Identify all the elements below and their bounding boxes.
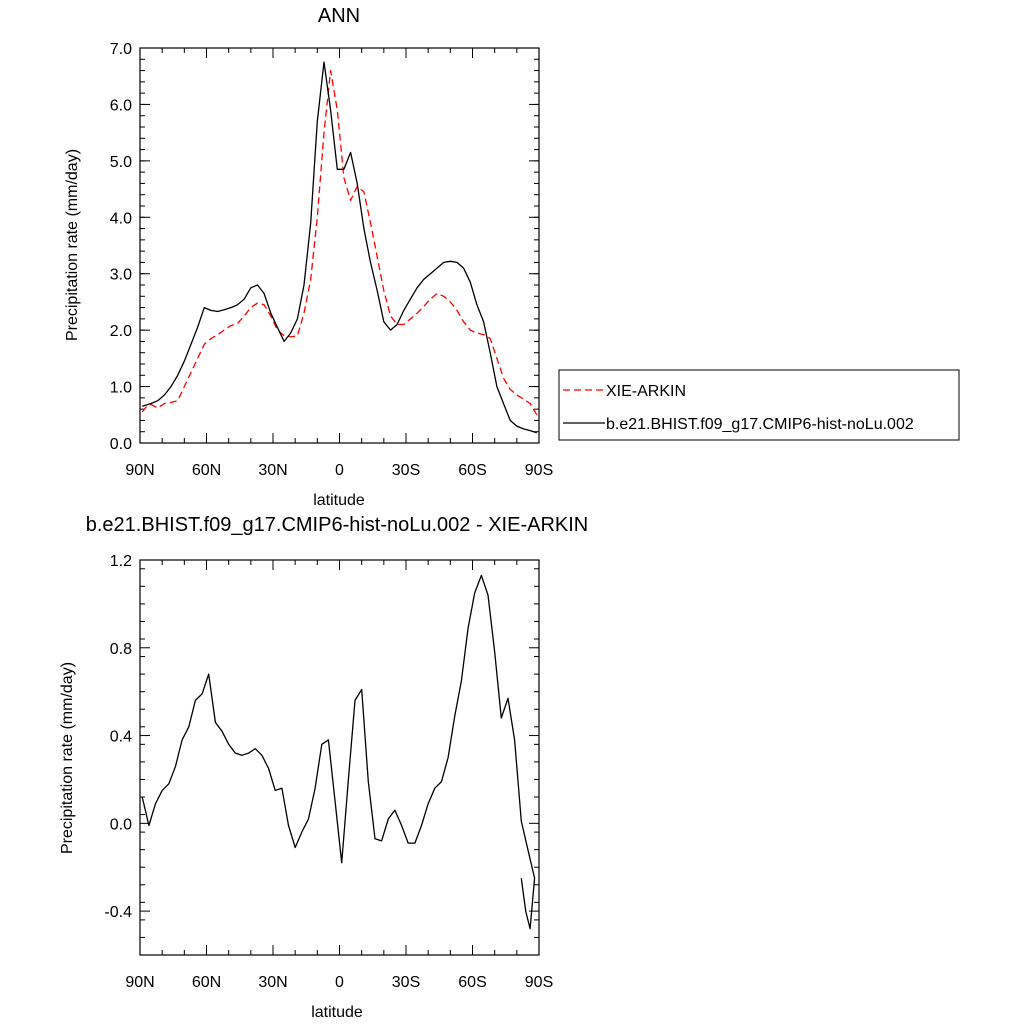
y-tick-label: 0.0 bbox=[110, 816, 132, 833]
bottom-chart-title: b.e21.BHIST.f09_g17.CMIP6-hist-noLu.002 … bbox=[86, 514, 588, 536]
x-tick-label: 0 bbox=[335, 974, 344, 991]
plot-frame bbox=[139, 559, 540, 956]
x-tick-label: 30N bbox=[258, 462, 287, 479]
x-tick-label: 30S bbox=[392, 462, 420, 479]
y-tick-label: 3.0 bbox=[110, 267, 132, 284]
x-tick-label: 60S bbox=[458, 974, 486, 991]
y-tick-label: 0.4 bbox=[110, 729, 132, 746]
x-tick-label: 60N bbox=[192, 462, 221, 479]
y-tick-label: 2.0 bbox=[110, 323, 132, 340]
x-tick-label: 90N bbox=[125, 462, 154, 479]
y-tick-label: -0.4 bbox=[104, 904, 132, 921]
x-tick-label: 90S bbox=[525, 974, 553, 991]
y-tick-label: 4.0 bbox=[110, 210, 132, 227]
top-plot-area: 90N 60N 30N 0 30S 60S 90S 0.0 1.0 2.0 3.0 4.0 5.0 6.0… bbox=[110, 41, 553, 479]
series-line-xie-arkin bbox=[141, 69, 538, 416]
plot-frame bbox=[139, 47, 540, 444]
bottom-plot-area: 90N 60N 30N 0 30S 60S 90S -0.4 0.0 0.4 0.8 1.2 bbox=[104, 553, 553, 991]
y-tick-label: 5.0 bbox=[110, 154, 132, 171]
top-chart-x-axis-label: latitude bbox=[313, 492, 365, 509]
bottom-chart: b.e21.BHIST.f09_g17.CMIP6-hist-noLu.002 … bbox=[59, 514, 588, 1021]
legend: XIE-ARKIN b.e21.BHIST.f09_g17.CMIP6-hist… bbox=[558, 369, 960, 441]
y-tick-label: 0.0 bbox=[110, 436, 132, 453]
x-tick-label: 60N bbox=[192, 974, 221, 991]
x-tick-label: 90N bbox=[125, 974, 154, 991]
legend-label-model: b.e21.BHIST.f09_g17.CMIP6-hist-noLu.002 bbox=[606, 416, 914, 433]
x-tick-label: 0 bbox=[335, 462, 344, 479]
y-tick-label: 0.8 bbox=[110, 641, 132, 658]
top-chart-title: ANN bbox=[318, 5, 360, 27]
top-chart: ANN latitude Precipitation rate (mm/day)… bbox=[64, 5, 553, 509]
y-tick-label: 7.0 bbox=[110, 41, 132, 58]
x-tick-label: 30S bbox=[392, 974, 420, 991]
x-tick-label: 30N bbox=[258, 974, 287, 991]
top-chart-y-axis-label: Precipitation rate (mm/day) bbox=[64, 149, 81, 341]
y-tick-label: 6.0 bbox=[110, 97, 132, 114]
legend-box bbox=[558, 369, 960, 441]
series-line-b-e21-bhist-f09-g17-cmip6-hist-nolu-002 bbox=[142, 61, 538, 434]
bottom-chart-x-axis-label: latitude bbox=[311, 1004, 363, 1021]
y-tick-label: 1.2 bbox=[110, 553, 132, 570]
series-line-difference bbox=[141, 574, 536, 930]
bottom-chart-y-axis-label: Precipitation rate (mm/day) bbox=[59, 662, 76, 854]
y-tick-label: 1.0 bbox=[110, 380, 132, 397]
x-tick-label: 60S bbox=[458, 462, 486, 479]
legend-label-xie-arkin: XIE-ARKIN bbox=[606, 383, 686, 400]
x-tick-label: 90S bbox=[525, 462, 553, 479]
